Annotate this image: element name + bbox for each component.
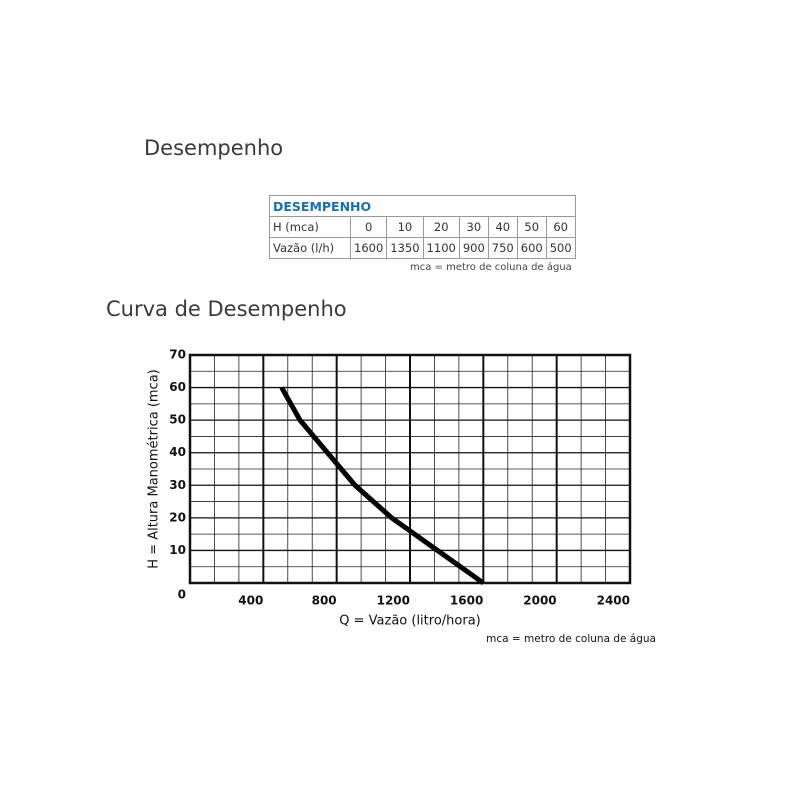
y-tick-label: 50 — [169, 413, 186, 427]
y-tick-label: 30 — [169, 478, 186, 492]
table-cell: 1600 — [349, 237, 388, 259]
performance-curve — [279, 386, 485, 586]
y-tick-label: 0 — [178, 588, 186, 602]
table-cell: 1350 — [386, 237, 424, 259]
x-tick-label: 1600 — [450, 594, 483, 608]
table-cell: H (mca) — [269, 216, 351, 238]
x-axis-label: Q = Vazão (litro/hora) — [339, 614, 480, 629]
table-note: mca = metro de coluna de água — [410, 262, 572, 273]
x-tick-label: 800 — [312, 594, 337, 608]
x-tick-label: 2400 — [597, 594, 630, 608]
y-axis-label: H = Altura Manométrica (mca) — [147, 369, 162, 568]
table-title: DESEMPENHO — [269, 195, 576, 217]
table-cell: 10 — [386, 216, 424, 238]
table-cell: 900 — [458, 237, 489, 259]
heading: Curva de Desempenho — [106, 297, 347, 321]
x-tick-label: 1200 — [377, 594, 410, 608]
table-cell: 600 — [516, 237, 547, 259]
heading: Desempenho — [144, 136, 284, 160]
table-cell: 1100 — [422, 237, 460, 259]
table-cell: 0 — [349, 216, 388, 238]
table-cell: 30 — [458, 216, 489, 238]
y-tick-label: 60 — [169, 380, 186, 394]
y-tick-label: 20 — [169, 510, 186, 524]
y-tick-label: 40 — [169, 445, 186, 459]
x-tick-label: 400 — [238, 594, 263, 608]
table-cell: 750 — [487, 237, 518, 259]
table-cell: Vazão (l/h) — [269, 237, 351, 259]
x-tick-label: 2000 — [523, 594, 556, 608]
table-cell: 40 — [487, 216, 518, 238]
table-cell: 20 — [422, 216, 460, 238]
chart: 0 10 20 30 40 50 60 70 400 800 1200 1600 2000 2400 Q =… — [147, 348, 657, 646]
table-cell: 60 — [545, 216, 576, 238]
table-cell: 50 — [516, 216, 547, 238]
table-cell: 500 — [545, 237, 576, 259]
chart-note: mca = metro de coluna de água — [486, 633, 656, 645]
plot-frame — [188, 353, 632, 585]
y-tick-label: 10 — [169, 543, 186, 557]
performance-table: DESEMPENHO H (mca) 0 10 20 30 40 50 60 Vazão (l/… — [269, 195, 576, 259]
y-tick-label: 70 — [169, 348, 186, 362]
